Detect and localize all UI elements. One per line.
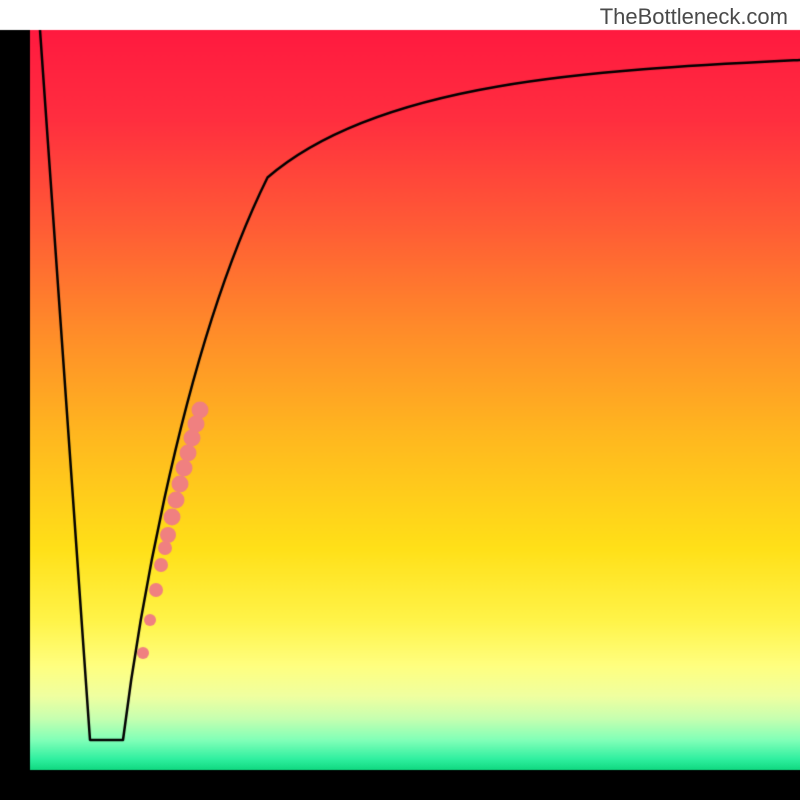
bottleneck-chart: TheBottleneck.com	[0, 0, 800, 800]
chart-canvas	[0, 0, 800, 800]
